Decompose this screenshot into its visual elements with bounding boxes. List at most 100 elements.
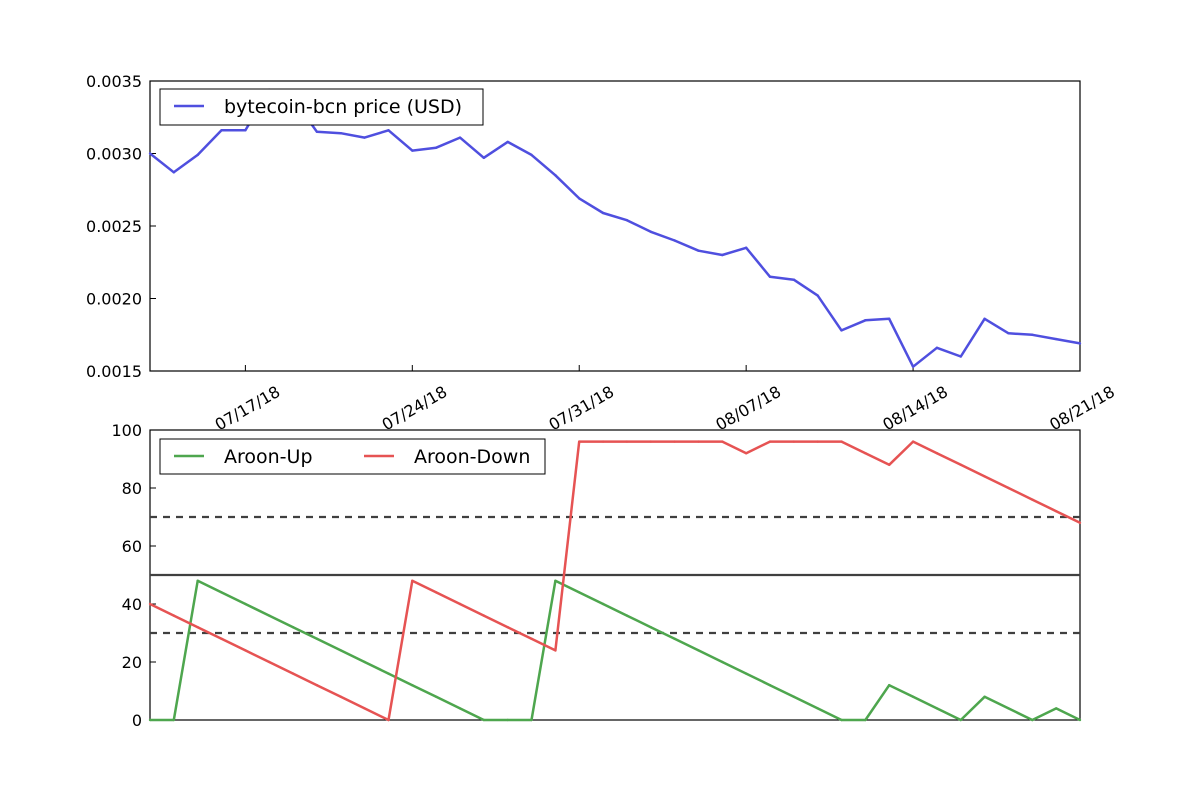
price-data-point [482,156,486,160]
aroon-down-data-point [840,440,843,443]
aroon-down-data-point [530,637,533,640]
aroon-down-data-point [864,452,867,455]
aroon-up-data-point [196,579,199,582]
aroon-up-data-point [959,718,962,722]
aroon-down-data-point [268,660,271,664]
price-data-point [673,239,676,242]
aroon-down-data-point [411,579,414,582]
price-data-point [363,136,366,139]
aroon-down-data-point [816,440,819,443]
price-legend: bytecoin-bcn price (USD) [159,88,484,126]
aroon-up-data-point [220,591,223,594]
price-data-point [840,329,843,332]
aroon-up-data-point [888,684,891,687]
aroon-down-data-point [768,440,772,443]
aroon-up-data-point [458,707,462,710]
price-x-tick-label: 07/31/18 [545,382,617,434]
price-data-point [244,129,247,132]
price-y-tick-label: 0.0025 [86,217,142,236]
aroon-down-data-point [172,614,176,617]
price-data-point [1031,333,1034,336]
aroon-up-data-point [649,626,652,629]
aroon-up-data-point [315,637,319,640]
price-data-point [1054,337,1058,341]
aroon-down-data-point [148,602,152,606]
aroon-up-data-point [244,602,247,606]
aroon-down-series-line [149,440,1081,722]
aroon-down-data-point [482,614,486,617]
aroon-series-group [148,440,1082,722]
price-data-point [315,130,319,133]
price-x-axis: 07/17/18 07/24/18 07/31/18 08/07/18 08/14/18… [212,365,1118,434]
price-data-point [339,132,342,135]
price-data-point [172,171,176,174]
aroon-down-data-point [983,475,986,478]
price-x-tick-label: 08/14/18 [879,382,951,434]
aroon-down-data-point [601,440,605,443]
price-data-point [744,246,748,249]
aroon-up-data-point [1054,707,1058,710]
aroon-up-data-point [792,695,796,698]
price-data-point [578,197,581,200]
aroon-up-data-point [1007,707,1010,710]
price-data-point [649,230,652,233]
aroon-up-data-point [816,707,819,710]
aroon-down-data-point [434,591,438,594]
aroon-up-data-point [268,614,271,617]
aroon-down-data-point [1007,486,1010,490]
price-data-point [196,153,199,157]
aroon-up-data-point [840,718,843,722]
aroon-up-data-point [983,695,986,698]
price-data-point [721,253,724,257]
aroon-down-data-point [339,695,342,698]
price-series-group [148,88,1082,368]
aroon-up-data-point [339,649,342,652]
price-data-point [1078,342,1082,345]
price-y-tick-label: 0.0020 [86,290,142,309]
aroon-down-data-point [196,626,199,629]
aroon-up-data-point [363,660,366,664]
aroon-up-series-line [150,579,1081,722]
aroon-down-data-point [1054,510,1058,513]
aroon-up-data-point [625,614,629,617]
price-data-point [220,129,223,132]
price-legend-box [159,88,484,126]
price-data-point [506,140,509,144]
aroon-down-data-point [363,707,366,710]
aroon-y-tick-label: 0 [132,711,142,730]
aroon-y-tick-label: 80 [122,479,142,498]
aroon-up-data-point [506,718,509,722]
aroon-up-data-point [434,695,438,698]
aroon-y-tick-label: 40 [122,595,142,614]
price-y-axis: 0.0015 0.0020 0.0025 0.0030 0.0035 [86,72,156,381]
price-y-tick-label: 0.0035 [86,72,142,91]
price-x-tick-label: 08/21/18 [1046,382,1118,434]
price-data-point [911,365,915,368]
aroon-up-data-point [578,591,581,594]
aroon-down-data-point [1031,498,1034,501]
aroon-down-data-point [315,684,319,687]
price-data-point [792,278,796,281]
aroon-up-data-point [148,718,152,722]
aroon-down-data-point [1078,521,1082,524]
aroon-up-data-point [935,707,939,710]
aroon-up-data-point [721,660,724,664]
aroon-down-data-point [697,440,700,443]
aroon-up-data-point [864,718,867,722]
price-data-point [601,211,605,215]
price-data-point [816,294,819,297]
aroon-down-data-point [291,672,295,675]
aroon-down-data-point [911,440,915,443]
aroon-down-data-point [387,718,390,722]
aroon-down-data-point [220,637,223,640]
aroon-panel: 0 20 40 60 80 100 Aroon-Up Aroon-Down [111,421,1082,730]
aroon-y-tick-label: 100 [111,421,142,440]
aroon-up-data-point [530,718,533,722]
aroon-up-data-point [482,718,486,722]
aroon-up-data-point [768,684,772,687]
aroon-down-data-point [888,463,891,466]
aroon-reference-lines [150,515,1080,635]
price-data-point [458,136,462,139]
